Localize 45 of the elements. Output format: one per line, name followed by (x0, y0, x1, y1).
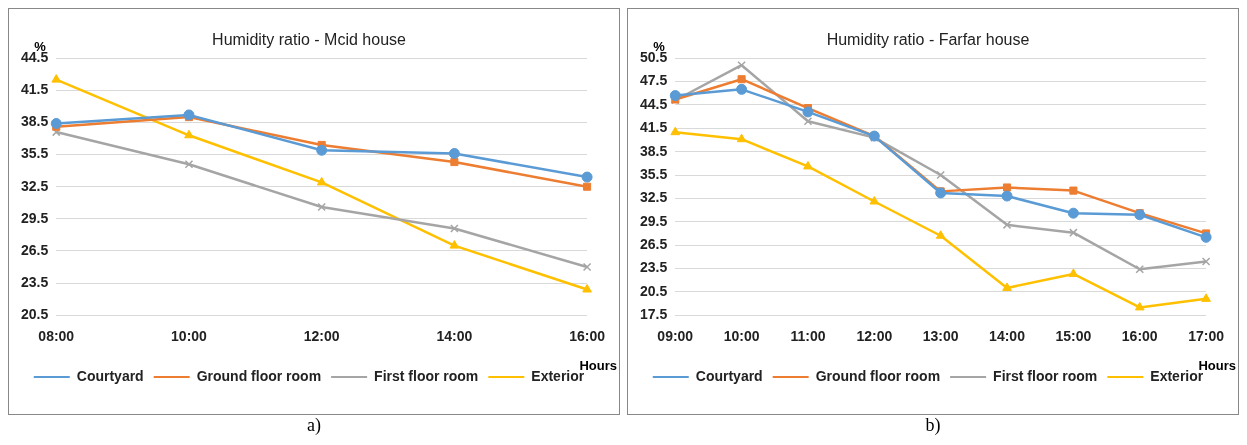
legend-label: Courtyard (695, 367, 763, 384)
y-tick-label: 32.5 (21, 177, 49, 194)
y-tick-label: 32.5 (640, 189, 668, 206)
legend-label: Ground floor room (815, 367, 941, 384)
x-tick-label: 10:00 (723, 328, 760, 345)
y-tick-label: 23.5 (640, 259, 668, 276)
x-tick-label: 14:00 (989, 328, 1026, 345)
x-tick-label: 15:00 (1055, 328, 1092, 345)
y-tick-label: 35.5 (640, 165, 668, 182)
y-tick-label: 23.5 (21, 273, 49, 290)
y-tick-label: 47.5 (640, 72, 668, 89)
x-tick-label: 16:00 (1121, 328, 1158, 345)
y-tick-label: 35.5 (21, 145, 49, 162)
x-tick-label: 10:00 (171, 328, 208, 345)
x-tick-label: 08:00 (38, 328, 75, 345)
x-axis-title: Hours (1198, 358, 1236, 374)
legend-label: First floor room (993, 367, 1098, 384)
chart-title: Humidity ratio - Mcid house (212, 31, 407, 49)
x-tick-label: 14:00 (436, 328, 473, 345)
legend-label: Courtyard (76, 367, 144, 384)
y-tick-label: 29.5 (21, 209, 49, 226)
x-tick-label: 09:00 (657, 328, 694, 345)
y-tick-label: 20.5 (640, 282, 668, 299)
x-tick-label: 16:00 (569, 328, 606, 345)
x-tick-label: 13:00 (922, 328, 959, 345)
legend-label: Ground floor room (196, 367, 322, 384)
y-tick-label: 41.5 (21, 81, 49, 98)
x-tick-label: 12:00 (856, 328, 893, 345)
text: a) (306, 415, 322, 436)
y-tick-label: 26.5 (640, 235, 668, 252)
y-tick-label: 38.5 (21, 113, 49, 130)
y-tick-label: 17.5 (640, 306, 668, 323)
x-tick-label: 12:00 (303, 328, 340, 345)
chart-title: Humidity ratio - Farfar house (826, 31, 1030, 49)
y-tick-label: 44.5 (640, 95, 668, 112)
text: b) (924, 415, 942, 436)
y-tick-label: 20.5 (21, 306, 49, 323)
y-tick-label: 26.5 (21, 241, 49, 258)
x-tick-label: 11:00 (790, 328, 826, 345)
y-tick-label: 29.5 (640, 212, 668, 229)
x-tick-label: 17:00 (1188, 328, 1225, 345)
y-tick-label: 38.5 (640, 142, 668, 159)
y-tick-label: 41.5 (640, 119, 668, 136)
legend-label: First floor room (374, 367, 479, 384)
x-axis-title: Hours (579, 358, 617, 374)
